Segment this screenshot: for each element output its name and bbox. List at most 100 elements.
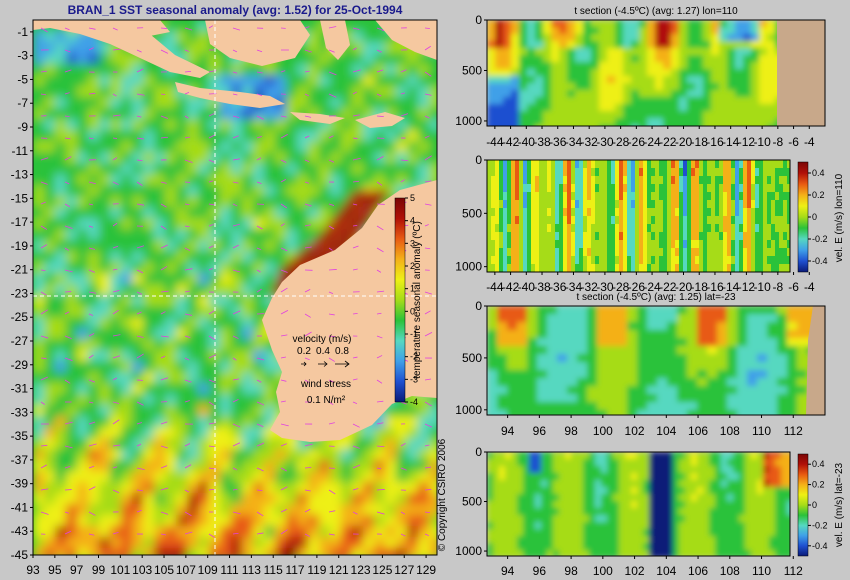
section-cell (667, 216, 672, 225)
velocity-arrow (184, 531, 193, 535)
section-x-tick-label: 100 (593, 424, 613, 438)
section-cell (559, 480, 566, 488)
section-cell (679, 111, 688, 119)
section-cell (617, 322, 628, 331)
map-cell (55, 548, 67, 555)
section-cell (487, 459, 494, 467)
section-cell (643, 248, 648, 257)
velocity-arrow (304, 93, 310, 97)
map-cell (33, 449, 45, 461)
map-cell (385, 64, 397, 76)
section-cell (715, 208, 720, 217)
section-cell (755, 176, 760, 185)
section-cell (579, 248, 584, 257)
velocity-arrow (184, 511, 192, 517)
map-cell (297, 449, 309, 461)
velocity-arrow (208, 310, 215, 315)
map-cell (55, 31, 67, 43)
section-cell (707, 322, 718, 331)
velocity-arrow (232, 93, 238, 96)
map-cell (88, 119, 100, 131)
section-cell (495, 176, 500, 185)
section-cell (491, 216, 496, 225)
section-cell (667, 192, 672, 201)
section-cell (523, 264, 528, 272)
velocity-legend-arrow-1 (301, 361, 307, 367)
section-cell (575, 83, 584, 91)
map-cell (33, 119, 45, 131)
section-cell (627, 378, 638, 387)
velocity-arrow (424, 291, 433, 295)
map-cell (121, 152, 133, 164)
map-cell (55, 251, 67, 263)
section-cell (571, 240, 576, 249)
section-cell (607, 83, 616, 91)
section-cell (575, 62, 584, 70)
map-cell (374, 163, 386, 175)
section-cell (599, 118, 608, 126)
map-cell (253, 251, 265, 263)
velocity-arrow (280, 379, 287, 382)
section-cell (757, 386, 768, 395)
velocity-arrow (232, 27, 241, 31)
section-cell (747, 200, 752, 209)
section-cell (723, 176, 728, 185)
section-cell (737, 354, 748, 363)
velocity-arrow (328, 247, 333, 251)
section-cell (599, 55, 608, 63)
section-cell (797, 410, 808, 415)
map-cell (231, 471, 243, 483)
section-cell (551, 48, 560, 56)
section-cell (615, 256, 620, 265)
map-cell (429, 482, 437, 494)
section-cell (675, 240, 680, 249)
section-cell (531, 160, 536, 169)
velocity-arrow (280, 287, 288, 293)
section-cell (535, 232, 540, 241)
velocity-arrow (184, 335, 191, 338)
section-cell (495, 41, 504, 49)
section-cell (747, 386, 758, 395)
section-cell (683, 160, 688, 169)
section-cell (615, 48, 624, 56)
section-cell (751, 168, 756, 177)
section-cell (623, 224, 628, 233)
velocity-arrow (424, 310, 431, 315)
map-cell (297, 196, 309, 208)
map-cell (33, 75, 45, 87)
velocity-arrow (64, 511, 70, 514)
map-cell (385, 163, 397, 175)
section-cell (739, 192, 744, 201)
section-cell (583, 55, 592, 63)
section-cell (589, 473, 596, 481)
map-cell (66, 229, 78, 241)
section-cell (639, 264, 644, 272)
map-cell (55, 240, 67, 252)
section-cell (737, 394, 748, 403)
map-cell (88, 493, 100, 505)
section-cell (767, 200, 772, 209)
section-cell (527, 104, 536, 112)
section-cell (599, 41, 608, 49)
section-cell (623, 111, 632, 119)
section-cell (607, 314, 618, 323)
map-cell (143, 229, 155, 241)
map-cell (275, 471, 287, 483)
map-cell (33, 427, 45, 439)
section-cell (603, 208, 608, 217)
section-cell (651, 208, 656, 217)
section-cell (643, 480, 650, 488)
section-cell (565, 452, 572, 460)
section-cell (715, 466, 722, 474)
map-cell (396, 416, 408, 428)
map-velocity-arrows (40, 25, 433, 538)
section-cell (599, 256, 604, 265)
section-cell (651, 168, 656, 177)
section-cell (775, 240, 780, 249)
velocity-arrow (88, 27, 96, 30)
section-cell (591, 240, 596, 249)
section-cell (623, 41, 632, 49)
section-cell (583, 97, 592, 105)
velocity-arrow (424, 247, 431, 250)
section-cell (583, 256, 588, 265)
